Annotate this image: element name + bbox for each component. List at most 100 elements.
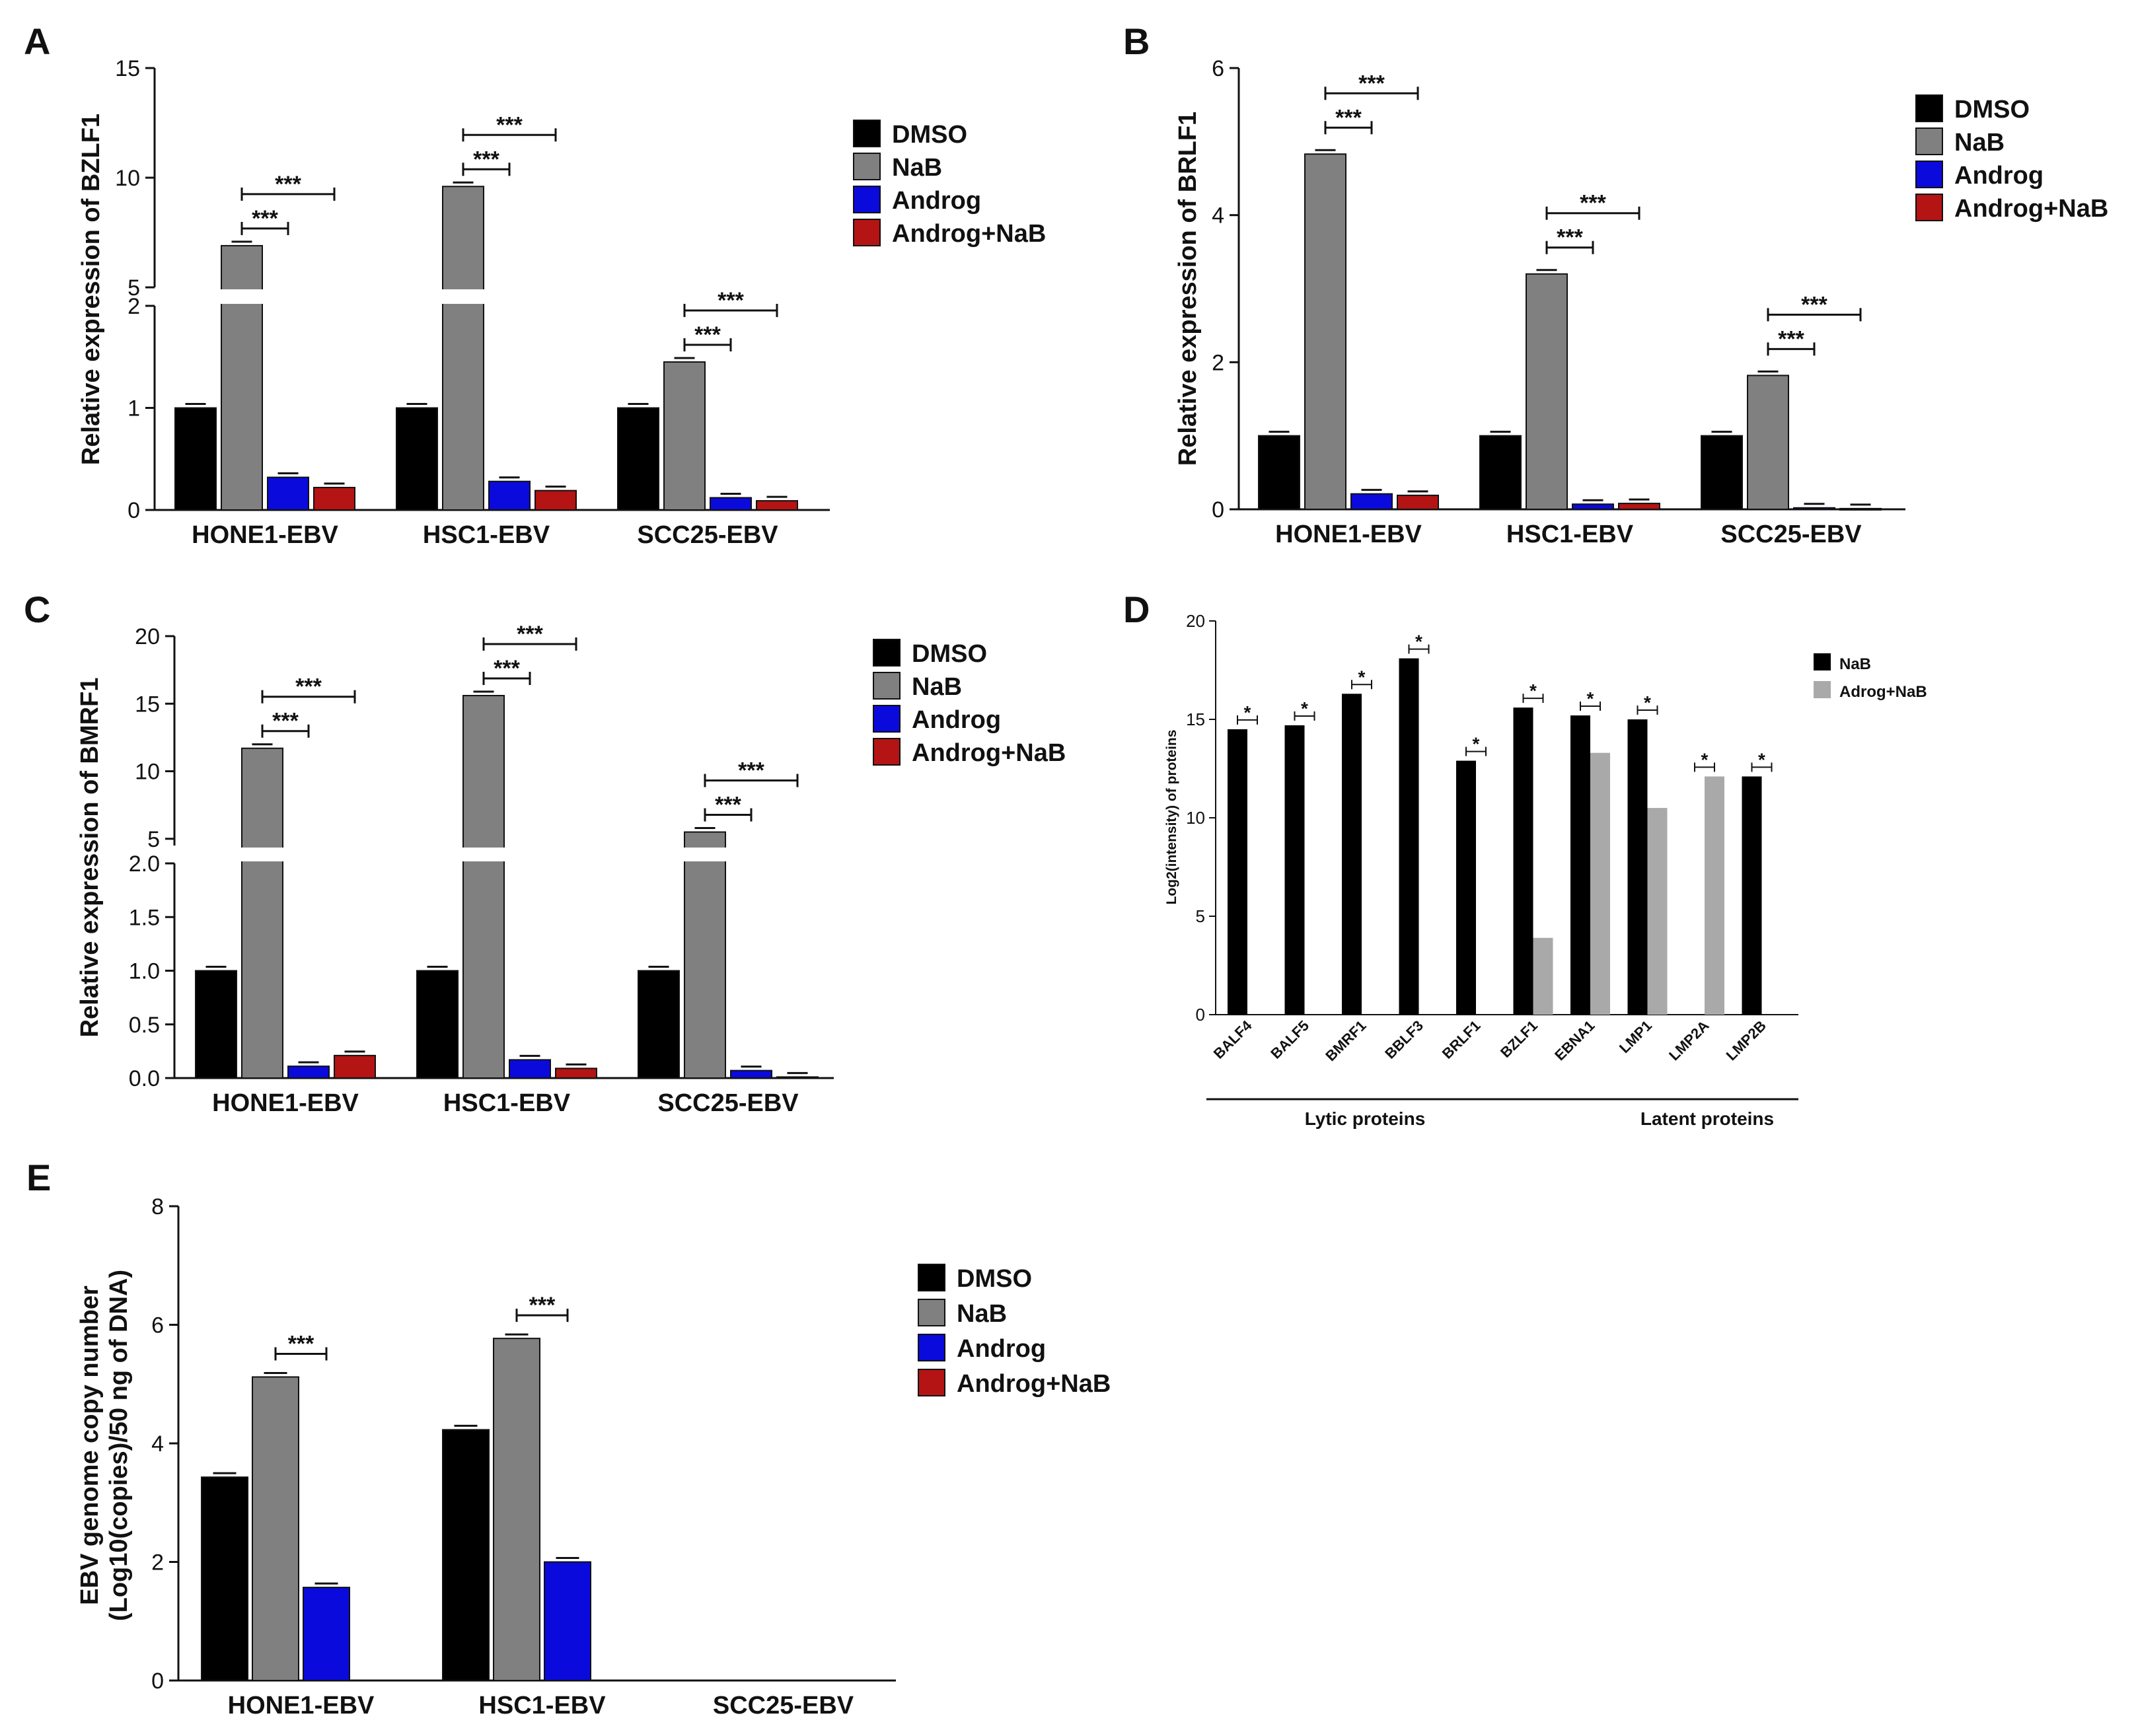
bar-androg-nab-hone1-ebv [313, 487, 355, 511]
y-tick-label: 2 [1212, 350, 1224, 375]
bar-dmso-scc25-ebv [1701, 435, 1743, 511]
x-tick-label: HSC1-EBV [423, 521, 550, 549]
legend-swatch [1814, 681, 1831, 698]
significance-label: *** [1778, 326, 1804, 351]
legend-swatch [853, 120, 881, 147]
bar-nab-hone1-ebv [252, 1376, 299, 1681]
significance-label: *** [288, 1331, 314, 1356]
bar-adrog-nab-lmp2a [1705, 776, 1724, 1015]
bar-adrog-nab-lmp1 [1647, 808, 1668, 1015]
y-tick-label: 6 [151, 1313, 164, 1338]
legend-label: Adrog+NaB [1839, 683, 1927, 701]
y-tick-label: 0 [1212, 497, 1224, 523]
bar-nab-hsc1-ebv [442, 186, 484, 511]
significance-label: *** [738, 758, 764, 783]
legend-swatch [918, 1299, 945, 1326]
legend-swatch [873, 672, 901, 700]
y-tick-label: 0.5 [129, 1013, 160, 1038]
legend-label: Androg+NaB [912, 739, 1066, 767]
legend-swatch [918, 1369, 945, 1396]
y-tick-label: 10 [1186, 808, 1205, 828]
x-tick-label: BMRF1 [1322, 1017, 1369, 1064]
x-tick-label: BALF4 [1210, 1017, 1255, 1062]
bar-nab-scc25-ebv [663, 361, 706, 511]
bar-nab-bmrf1 [1342, 694, 1362, 1015]
bar-androg-nab-scc25-ebv [756, 500, 798, 511]
bar-androg-scc25-ebv [730, 1069, 772, 1079]
bar-adrog-nab-bzlf1 [1533, 937, 1553, 1015]
legend-label: Androg+NaB [892, 220, 1046, 248]
legend-swatch [853, 186, 881, 213]
significance-label: * [1358, 667, 1366, 687]
bar-adrog-nab-ebna1 [1590, 752, 1610, 1015]
legend-swatch [873, 738, 901, 766]
bar-dmso-hone1-ebv [174, 407, 217, 511]
legend-swatch [1915, 127, 1943, 155]
bar-nab-scc25-ebv [1747, 375, 1789, 511]
legend-swatch [1915, 194, 1943, 221]
panel-letter: D [1123, 589, 1150, 630]
significance-label: * [1415, 632, 1422, 652]
significance-label: *** [517, 622, 543, 647]
significance-label: *** [694, 322, 721, 347]
y-tick-label: 1.5 [129, 905, 160, 930]
axis-break-gap [189, 848, 382, 861]
bar-androg-hsc1-ebv [544, 1561, 591, 1681]
bar-nab-bblf3 [1399, 658, 1419, 1015]
significance-label: * [1701, 749, 1709, 770]
bar-androg-scc25-ebv [1793, 507, 1835, 510]
legend-label: NaB [957, 1300, 1007, 1328]
y-tick-label: 10 [115, 166, 140, 191]
legend-label: Androg [1954, 162, 2044, 190]
y-tick-label: 20 [1186, 611, 1205, 631]
legend-swatch [1814, 653, 1831, 670]
y-tick-label: 0 [128, 498, 140, 523]
bar-nab-brlf1 [1456, 760, 1476, 1015]
bar-androg-hsc1-ebv [1572, 503, 1614, 510]
y-tick-label: 0 [1196, 1005, 1205, 1025]
significance-label: *** [275, 172, 301, 197]
legend-swatch [853, 219, 881, 246]
bar-androg-nab-scc25-ebv [1839, 507, 1882, 511]
bar-dmso-hone1-ebv [195, 970, 237, 1079]
significance-label: * [1244, 702, 1251, 723]
bar-dmso-hone1-ebv [201, 1476, 248, 1681]
significance-label: *** [494, 656, 520, 681]
y-tick-label: 0 [151, 1669, 164, 1694]
bar-androg-hsc1-ebv [509, 1059, 551, 1079]
significance-label: *** [252, 206, 278, 231]
legend-label: DMSO [957, 1265, 1032, 1293]
bar-nab-hsc1-ebv [1526, 273, 1568, 510]
bar-androg-scc25-ebv [710, 497, 752, 511]
y-axis-label: (Log10(copies)/50 ng of DNA) [105, 1270, 133, 1621]
y-tick-label: 15 [135, 692, 160, 717]
legend-swatch [918, 1264, 945, 1291]
y-tick-label: 5 [1196, 906, 1205, 926]
x-tick-label: EBNA1 [1551, 1017, 1598, 1064]
x-tick-label: LMP2A [1666, 1017, 1712, 1064]
bar-nab-scc25-ebv [684, 831, 726, 1079]
significance-label: *** [496, 112, 523, 137]
y-tick-label: 2 [128, 294, 140, 319]
bar-nab-hsc1-ebv [493, 1338, 540, 1681]
chart-panel-c: C 0.0 0.5 1.0 1.5 2.05 10 15 20 Relative expressi… [24, 589, 1066, 1117]
y-tick-label: 6 [1212, 56, 1224, 81]
bar-androg-nab-scc25-ebv [776, 1076, 819, 1079]
y-tick-label: 4 [1212, 203, 1224, 229]
bar-nab-balf4 [1228, 729, 1247, 1015]
legend-swatch [873, 705, 901, 733]
legend-swatch [1915, 161, 1943, 188]
y-tick-label: 5 [147, 827, 160, 852]
y-tick-label: 4 [151, 1431, 164, 1457]
x-tick-label: BALF5 [1267, 1017, 1312, 1062]
legend-label: DMSO [912, 640, 987, 668]
y-axis-label: EBV genome copy number [76, 1285, 104, 1605]
axis-break-gap [632, 848, 825, 861]
panel-letter: C [24, 589, 50, 630]
bar-androg-hone1-ebv [303, 1587, 350, 1682]
legend-label: Androg [957, 1335, 1046, 1363]
significance-label: *** [295, 674, 322, 700]
legend-label: DMSO [1954, 96, 2030, 124]
bar-androg-nab-hsc1-ebv [1618, 503, 1660, 510]
